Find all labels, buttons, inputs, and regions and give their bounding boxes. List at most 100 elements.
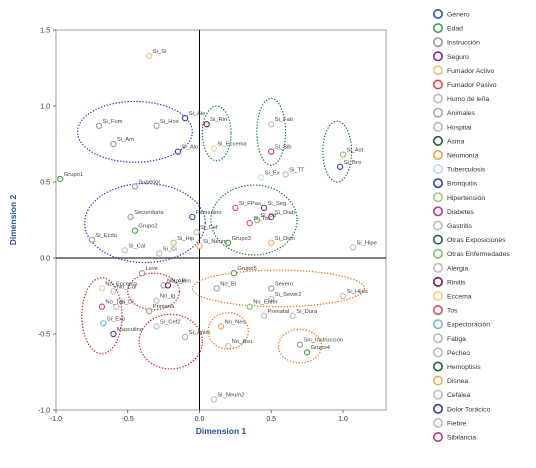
point-si-sib [268,148,275,155]
legend-label: Otras Enfermedades [447,251,510,258]
x-tick-label: 0.5 [266,416,276,423]
point-si-exp [100,320,107,327]
legend-marker [432,431,443,442]
point-label: Si_Seg [268,201,287,207]
legend-marker [432,192,443,203]
y-tick-label: 1.0 [40,104,50,111]
point-si-ecdo [88,236,96,243]
point-label: Si_Ecdo [95,233,117,239]
point-no-neu [217,323,225,330]
legend-label: Pecheo [447,350,470,357]
point-label: Si_Hijos [346,289,367,295]
point-label: Si_Tos [253,216,271,222]
point-label: Si_Neum2 [217,392,244,398]
legend-label: Disnea [447,378,468,385]
legend-marker [432,417,443,428]
cluster-ellipse-2 [256,97,287,166]
cluster-ellipse-1 [201,105,232,162]
legend-label: Cefalea [447,392,471,399]
point-leve [138,270,146,277]
legend-label: Animales [447,110,476,117]
point-si-otr [253,216,261,224]
point-grupo5 [230,270,238,277]
legend-marker [432,23,443,34]
point-label: Si_Diab [275,210,295,216]
point-label: Si_Ast [346,148,363,154]
point-label: Grupo5 [237,266,256,272]
legend-label: Neumonía [447,153,479,160]
point-label: Si_Hos [160,119,179,125]
cluster-ellipse-0 [76,100,193,163]
point-label: Si_Hip [177,236,194,242]
y-tick-label: 1.5 [40,28,50,35]
plot-frame [55,29,387,411]
point-no-enfer [246,303,253,310]
cluster-ellipse-9 [191,269,366,308]
legend-marker [432,319,443,330]
point-no-rin [164,282,172,289]
legend-marker [432,403,443,414]
point-no-ig [153,297,160,304]
legend-label: Dolor Torácico [447,406,491,413]
point-label: No_Ig [160,294,175,300]
point-grupo3 [225,239,232,246]
legend-marker [432,206,443,217]
point-label: Si_Disn [275,236,295,242]
legend-marker [432,51,443,62]
legend-marker [432,389,443,400]
point-si-anim [181,333,189,341]
point-label: Si_Otr [260,213,276,219]
point-secundaria [127,213,134,221]
cluster-ellipse-3 [322,120,353,183]
point-si-hos [153,122,160,129]
point-si-cef [193,229,200,236]
legend-marker [432,135,443,146]
legend-marker [432,333,443,344]
point-label: No_Rin [171,278,190,284]
cluster-ellipse-4 [84,182,206,264]
legend-label: Otras Exposiciones [447,237,506,244]
point-si-tos [246,219,253,227]
point-femenino [189,213,196,221]
legend-marker [432,347,443,358]
legend-marker [432,150,443,161]
legend-marker [432,9,443,19]
point-primaria [146,308,153,315]
point-si-fati [268,121,275,128]
point-si-eccema [210,145,217,152]
legend-marker [432,234,443,245]
legend-marker [432,290,443,301]
point-si-tt [282,171,289,178]
legend-label: Alergia [447,265,468,272]
point-si-alo [174,148,182,155]
legend-label: Sibilancia [447,435,476,442]
point-label: Si_Bro [344,160,361,166]
legend-label: Tuberculosis [447,167,486,174]
legend-label: Eccema [447,294,472,301]
point-severo [268,285,275,292]
legend-marker [432,178,443,189]
point-si-hijos [339,292,347,300]
legend-label: Fumador Activo [447,68,494,75]
legend-marker [432,93,443,104]
point-label: Masculino [117,327,143,333]
point-label: No_Cal [117,284,136,290]
y-axis-title: Dimension 2 [8,194,18,245]
legend-marker [432,248,443,259]
point-si-sever2 [268,295,275,303]
point-si-seg [260,204,268,211]
point-label: Si_Alo [181,145,198,151]
point-label: Si_FPas [239,201,261,207]
point-label: Si_Anim [189,330,211,336]
point-si-neum2 [210,396,217,403]
point-no-eccema [98,285,106,292]
point-label: Si_Cef2 [160,319,181,325]
point-label: Si_Neum [203,239,227,245]
cluster-ellipse-5 [210,184,298,256]
y-tick-label: 0.5 [40,180,50,187]
legend-label: Asma [447,138,465,145]
legend-marker [432,164,443,175]
y-tick-label: -0.5 [38,332,50,339]
point-si-ex [258,174,265,181]
